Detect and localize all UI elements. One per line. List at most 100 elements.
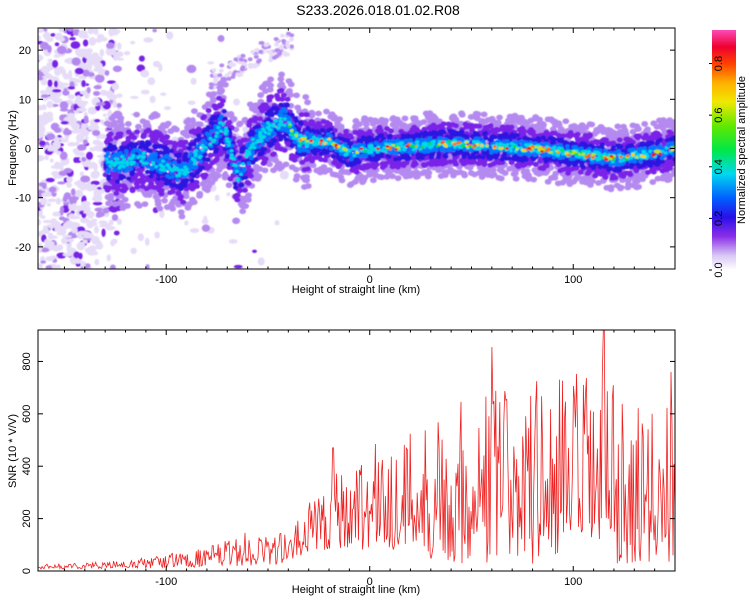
noise-blob (46, 100, 54, 109)
ridge-cell (245, 163, 252, 169)
noise-blob (143, 37, 154, 43)
ridge-cell (614, 165, 620, 171)
ridge-cell (582, 124, 590, 131)
noise-blob (70, 188, 76, 196)
noise-blob (58, 137, 65, 141)
ridge-cell (292, 176, 300, 183)
noise-blob (64, 238, 75, 243)
noise-blob (73, 157, 79, 163)
noise-blob (73, 251, 80, 259)
noise-blob (116, 103, 122, 108)
ridge-cell (175, 191, 182, 197)
noise-blob (285, 40, 291, 45)
noise-blob (93, 28, 99, 36)
ridge-cell (134, 129, 141, 135)
ridge-cell (141, 201, 149, 208)
noise-blob (99, 48, 105, 57)
noise-blob (80, 90, 86, 95)
ridge-cell (208, 179, 216, 186)
ridge-cell (401, 115, 409, 122)
ridge-cell (159, 137, 166, 143)
ridge-cell (315, 110, 322, 117)
ridge-cell (322, 167, 330, 173)
noise-blob (281, 38, 287, 43)
ridge-cell (542, 156, 548, 162)
noise-blob (189, 228, 200, 233)
ridge-cell (292, 166, 300, 173)
ridge-cell (117, 199, 125, 206)
ridge-cell (624, 136, 631, 142)
ridge-cell (336, 135, 342, 141)
ridge-cell (182, 193, 190, 200)
ridge-cell (241, 187, 248, 193)
noise-blob (55, 141, 61, 149)
noise-blob (286, 31, 292, 36)
noise-blob (44, 154, 49, 161)
noise-blob (140, 89, 150, 95)
ridge-cell (278, 81, 285, 88)
ridge-cell (577, 169, 584, 175)
ridge-cell (168, 148, 175, 154)
ridge-cell (253, 157, 259, 162)
noise-blob (108, 205, 119, 213)
ridge-cell (212, 105, 219, 111)
noise-blob (68, 213, 77, 220)
noise-blob (38, 133, 46, 138)
noise-blob (159, 209, 165, 219)
ridge-cell (236, 121, 243, 128)
ridge-cell (270, 151, 277, 157)
ridge-cell (458, 110, 465, 117)
noise-blob (138, 55, 145, 62)
noise-blob (81, 156, 87, 162)
noise-blob (47, 79, 53, 88)
ridge-cell (343, 169, 351, 175)
ridge-cell (106, 185, 113, 191)
ridge-cell (337, 158, 344, 163)
ridge-cell (237, 200, 245, 207)
ridge-cell (220, 76, 228, 83)
ridge-cell (196, 133, 202, 138)
noise-blob (57, 181, 66, 185)
ridge-cell (303, 112, 310, 118)
ridge-cell (191, 173, 197, 178)
ridge-cell (252, 170, 260, 177)
noise-blob (217, 73, 223, 78)
noise-blob (38, 190, 43, 199)
ridge-cell (119, 205, 127, 211)
ridge-cell (308, 119, 315, 125)
noise-blob (96, 240, 103, 249)
noise-blob (230, 74, 236, 79)
ridge-cell (239, 208, 247, 215)
ridge-cell (262, 80, 270, 87)
ridge-cell (299, 159, 306, 165)
noise-blob (56, 231, 65, 236)
ridge-cell (369, 120, 377, 127)
ridge-cell (221, 109, 227, 114)
noise-blob (62, 129, 73, 136)
ridge-cell (126, 176, 132, 181)
ridge-cell (243, 194, 251, 201)
noise-blob (88, 125, 95, 131)
noise-blob (104, 70, 110, 76)
noise-blob (101, 228, 106, 237)
noise-blob (108, 93, 118, 101)
ridge-cell (389, 173, 396, 180)
ridge-cell (156, 205, 164, 212)
noise-blob (98, 133, 107, 140)
noise-blob (115, 93, 123, 98)
noise-blob (279, 44, 285, 49)
ridge-cell (370, 177, 377, 184)
ridge-cell (493, 126, 500, 132)
ridge-cell (519, 125, 526, 131)
noise-blob (66, 182, 72, 188)
ridge-cell (389, 163, 396, 170)
noise-blob (258, 49, 264, 54)
noise-blob (281, 50, 287, 55)
ridge-cell (496, 114, 503, 121)
ridge-cell (594, 170, 601, 176)
noise-blob (145, 264, 150, 269)
noise-blob (67, 142, 77, 147)
ridge-cell (207, 152, 214, 158)
ridge-cell (351, 178, 359, 185)
